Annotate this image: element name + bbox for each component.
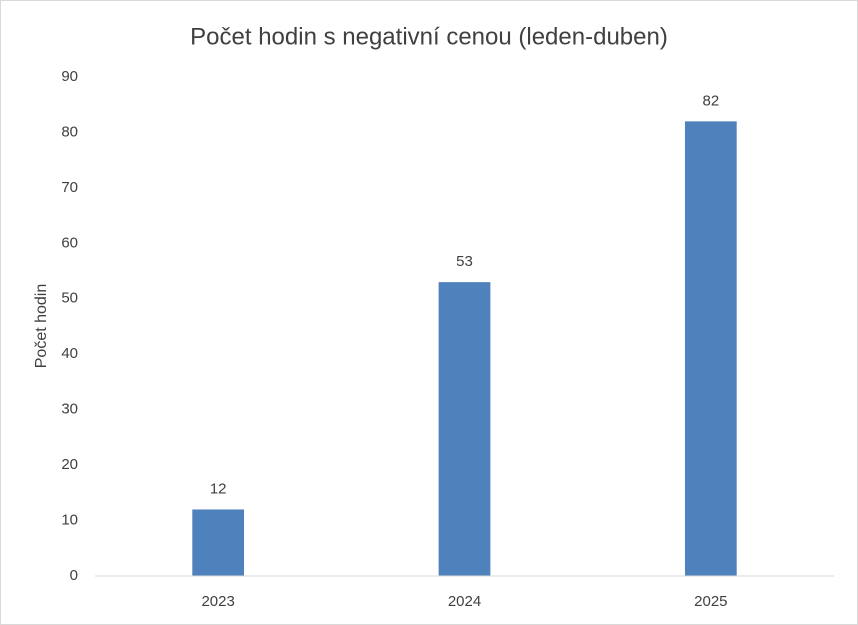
y-tick-label: 70 [61, 179, 78, 196]
data-label: 82 [702, 92, 719, 109]
x-tick-label: 2025 [694, 593, 727, 610]
y-tick-label: 0 [70, 567, 78, 584]
y-axis-label: Počet hodin [33, 284, 50, 369]
bar [438, 282, 491, 576]
y-tick-label: 40 [61, 345, 78, 362]
bar [684, 121, 737, 576]
y-tick-label: 60 [61, 234, 78, 251]
y-tick-label: 30 [61, 401, 78, 418]
y-tick-label: 10 [61, 512, 78, 529]
y-tick-label: 20 [61, 456, 78, 473]
data-label: 12 [210, 480, 227, 497]
y-tick-label: 80 [61, 123, 78, 140]
x-tick-label: 2023 [201, 593, 234, 610]
chart-title: Počet hodin s negativní cenou (leden-dub… [190, 23, 668, 50]
y-tick-label: 50 [61, 290, 78, 307]
data-label: 53 [456, 253, 473, 270]
bar [192, 509, 245, 576]
y-tick-label: 90 [61, 68, 78, 85]
x-tick-label: 2024 [448, 593, 481, 610]
